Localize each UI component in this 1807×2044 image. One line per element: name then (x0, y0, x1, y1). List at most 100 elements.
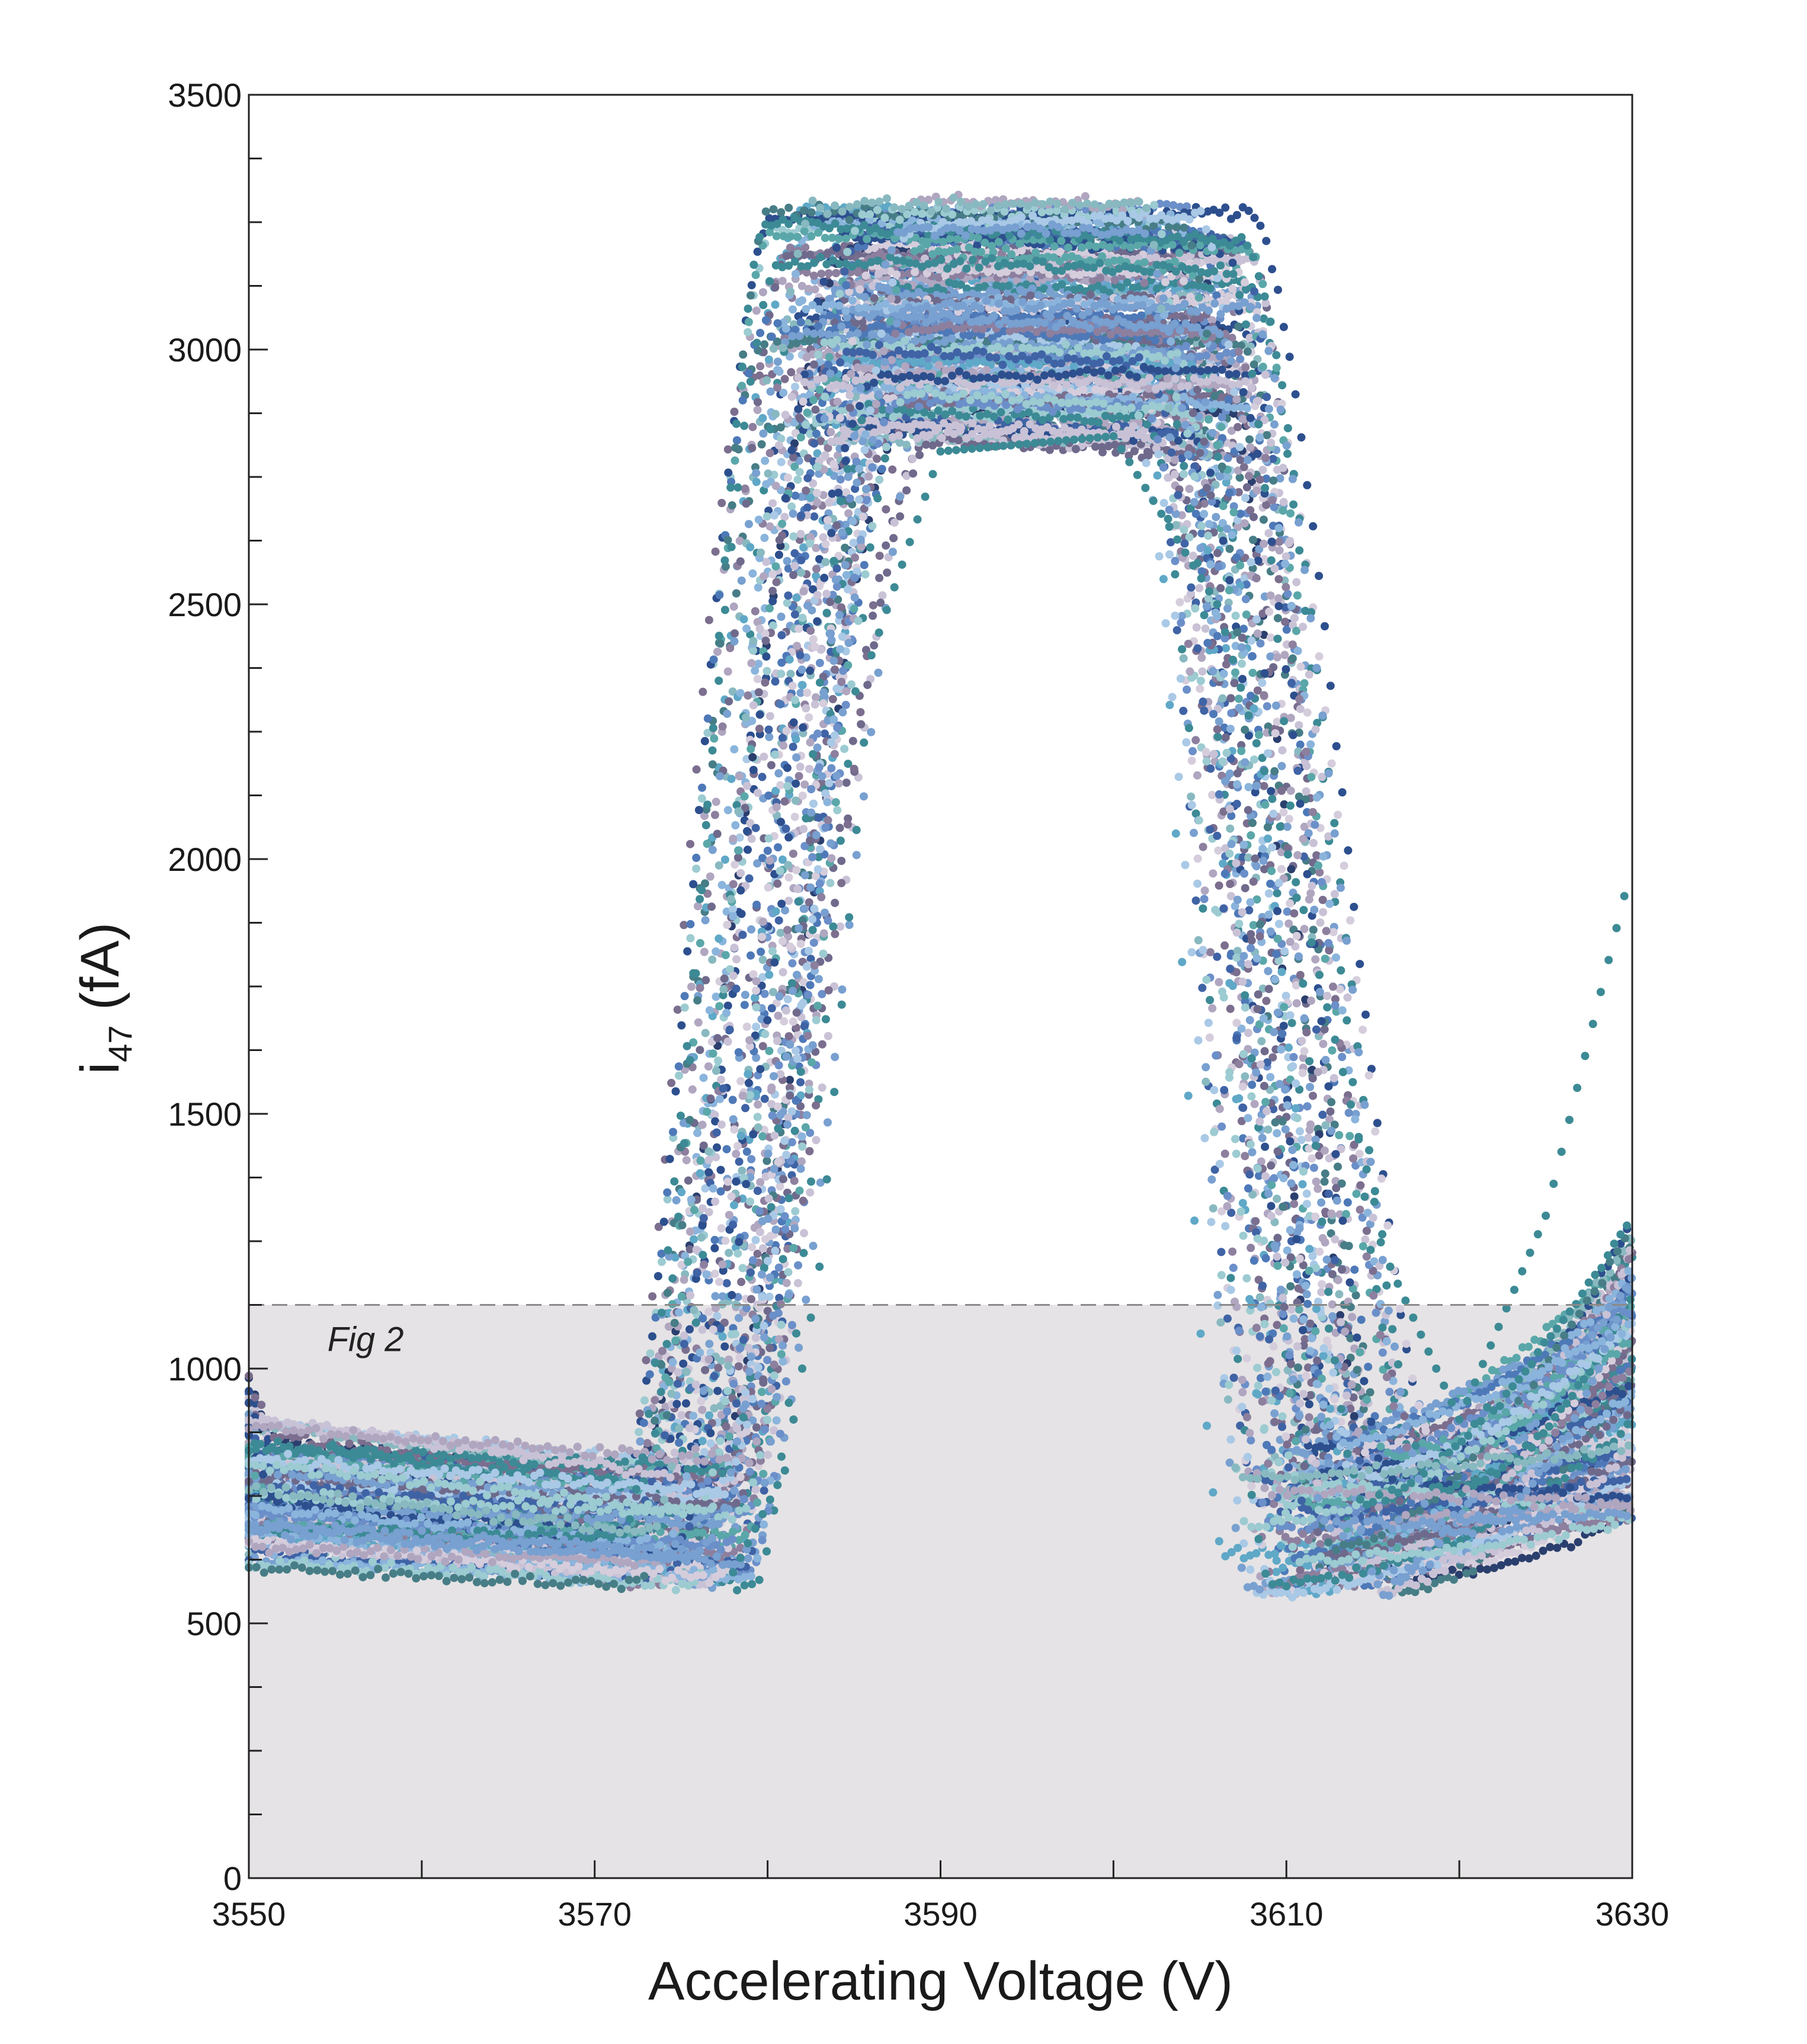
data-point (787, 368, 796, 377)
data-point (1260, 781, 1268, 790)
data-point (1210, 1165, 1219, 1174)
data-point (1346, 1334, 1355, 1343)
data-point (1512, 1354, 1521, 1362)
data-point (1264, 529, 1273, 537)
data-point (1209, 869, 1218, 878)
series-layer (245, 190, 1636, 1602)
data-point (1296, 740, 1305, 749)
data-point (723, 667, 732, 676)
data-point (1226, 1435, 1235, 1444)
data-point (1350, 1266, 1359, 1274)
data-point (800, 1022, 809, 1031)
data-point (1207, 1218, 1216, 1226)
data-point (812, 1136, 821, 1145)
data-point (711, 547, 720, 556)
data-point (788, 959, 797, 967)
data-point (1187, 948, 1196, 957)
data-point (1200, 1134, 1209, 1142)
data-point (1321, 1056, 1330, 1065)
data-point (786, 1075, 794, 1084)
data-point (806, 1188, 815, 1197)
data-point (760, 989, 769, 998)
data-point (1175, 203, 1184, 212)
data-point (862, 646, 870, 655)
data-point (775, 1293, 784, 1302)
data-point (760, 533, 769, 542)
data-point (841, 543, 850, 552)
data-point (712, 797, 720, 806)
data-point (682, 1156, 691, 1165)
data-point (1315, 988, 1324, 997)
data-point (700, 947, 709, 956)
data-point (1155, 552, 1164, 560)
data-point (635, 1409, 644, 1418)
data-point (1185, 485, 1194, 494)
data-point (1273, 614, 1282, 623)
data-point (717, 499, 726, 507)
data-point (752, 1023, 761, 1031)
data-point (1168, 693, 1177, 701)
data-point (716, 1165, 725, 1174)
data-point (842, 778, 851, 787)
data-point (785, 352, 794, 361)
data-point (1242, 483, 1251, 492)
data-point (1161, 619, 1170, 627)
data-point (1282, 625, 1291, 634)
data-point (1259, 515, 1268, 524)
data-point (1229, 1373, 1238, 1382)
data-point (732, 589, 741, 598)
data-point (1300, 822, 1309, 831)
data-point (1217, 1248, 1226, 1257)
data-point (774, 769, 783, 778)
data-point (704, 616, 713, 624)
data-point (1262, 475, 1271, 483)
data-point (710, 1244, 719, 1252)
data-point (1257, 1374, 1265, 1383)
data-point (1310, 905, 1319, 914)
data-point (1263, 702, 1271, 711)
data-point (1303, 808, 1312, 816)
data-point (812, 313, 821, 322)
data-point (1235, 473, 1244, 482)
data-point (1273, 1194, 1281, 1203)
data-point (758, 1388, 766, 1396)
data-point (1234, 694, 1243, 703)
data-point (1328, 1270, 1337, 1279)
data-point (1319, 908, 1328, 917)
data-point (1204, 415, 1213, 424)
data-point (1321, 1169, 1329, 1178)
plot-area: Fig 2 (245, 94, 1636, 1879)
data-point (1179, 706, 1188, 715)
data-point (779, 389, 788, 397)
data-point (758, 956, 767, 964)
data-point (1236, 456, 1245, 464)
data-point (730, 408, 739, 416)
data-point (1524, 1343, 1533, 1351)
data-point (786, 669, 795, 678)
data-point (757, 440, 766, 448)
data-point (680, 921, 688, 930)
data-point (1245, 435, 1254, 444)
data-point (1284, 919, 1293, 928)
data-point (877, 464, 886, 473)
data-point (648, 1292, 657, 1301)
data-point (762, 1156, 771, 1165)
data-point (848, 736, 857, 745)
data-point (1357, 1315, 1366, 1324)
data-point (706, 872, 715, 881)
data-point (869, 611, 877, 620)
data-point (699, 687, 707, 696)
data-point (1308, 1074, 1317, 1083)
data-point (729, 602, 738, 611)
data-point (1249, 512, 1258, 521)
data-point (1233, 1496, 1242, 1505)
data-point (860, 560, 869, 569)
data-point (1343, 1198, 1352, 1207)
data-point (1270, 564, 1279, 573)
data-point (692, 765, 701, 774)
data-point (1238, 1388, 1247, 1396)
data-point (1142, 459, 1151, 467)
data-point (780, 374, 789, 383)
data-point (793, 1279, 802, 1287)
